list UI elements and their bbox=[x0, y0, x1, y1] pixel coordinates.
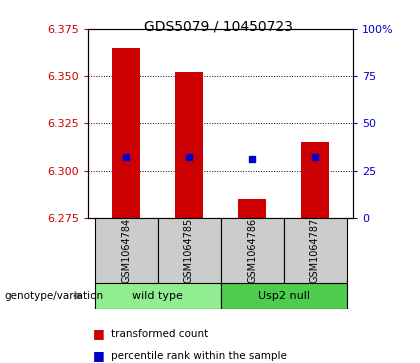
Text: GSM1064786: GSM1064786 bbox=[247, 218, 257, 283]
Text: GSM1064784: GSM1064784 bbox=[121, 218, 131, 283]
Text: transformed count: transformed count bbox=[111, 329, 209, 339]
Text: Usp2 null: Usp2 null bbox=[257, 291, 310, 301]
Bar bbox=[94, 283, 220, 309]
Text: GSM1064787: GSM1064787 bbox=[310, 218, 320, 283]
Bar bbox=[238, 199, 266, 218]
Text: ■: ■ bbox=[92, 327, 104, 340]
Text: genotype/variation: genotype/variation bbox=[4, 291, 103, 301]
Bar bbox=[158, 218, 220, 283]
Bar bbox=[220, 218, 284, 283]
Text: GDS5079 / 10450723: GDS5079 / 10450723 bbox=[144, 20, 293, 34]
Text: percentile rank within the sample: percentile rank within the sample bbox=[111, 351, 287, 361]
Bar bbox=[94, 218, 158, 283]
Bar bbox=[175, 73, 203, 218]
Text: wild type: wild type bbox=[132, 291, 183, 301]
Bar bbox=[220, 283, 346, 309]
Bar bbox=[284, 218, 346, 283]
Text: GSM1064785: GSM1064785 bbox=[184, 218, 194, 283]
Bar bbox=[301, 142, 329, 218]
Bar bbox=[112, 48, 140, 218]
Text: ■: ■ bbox=[92, 349, 104, 362]
